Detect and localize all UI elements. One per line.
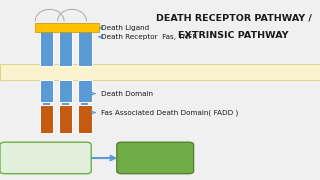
Bar (0, 64, 320, 80)
Bar (40, 105, 53, 133)
Bar (81, 102, 88, 105)
Bar (81, 80, 89, 102)
Text: Death Ligand: Death Ligand (101, 25, 149, 31)
Bar (78, 80, 92, 102)
Text: Death Domain: Death Domain (101, 91, 153, 97)
Bar (59, 105, 72, 133)
Text: Death Receptor  Fas, TNFR: Death Receptor Fas, TNFR (101, 34, 197, 40)
Bar (78, 31, 92, 66)
Bar (35, 23, 99, 31)
Text: Activated
Caspase 8: Activated Caspase 8 (132, 148, 178, 168)
Bar (40, 31, 53, 66)
Text: DEATH RECEPTOR PATHWAY /: DEATH RECEPTOR PATHWAY / (156, 14, 312, 22)
Bar (59, 31, 72, 66)
Bar (40, 80, 53, 102)
Bar (43, 102, 50, 105)
Bar (42, 80, 51, 102)
Bar (78, 105, 92, 133)
Text: Fas Associated Death Domain( FADD ): Fas Associated Death Domain( FADD ) (101, 109, 238, 116)
Bar (62, 102, 69, 105)
FancyBboxPatch shape (0, 142, 91, 174)
Text: Procaspase 8: Procaspase 8 (15, 153, 76, 162)
Bar (61, 80, 70, 102)
Text: EXTRINSIC PATHWAY: EXTRINSIC PATHWAY (178, 31, 289, 40)
Bar (59, 80, 72, 102)
FancyBboxPatch shape (117, 142, 194, 174)
